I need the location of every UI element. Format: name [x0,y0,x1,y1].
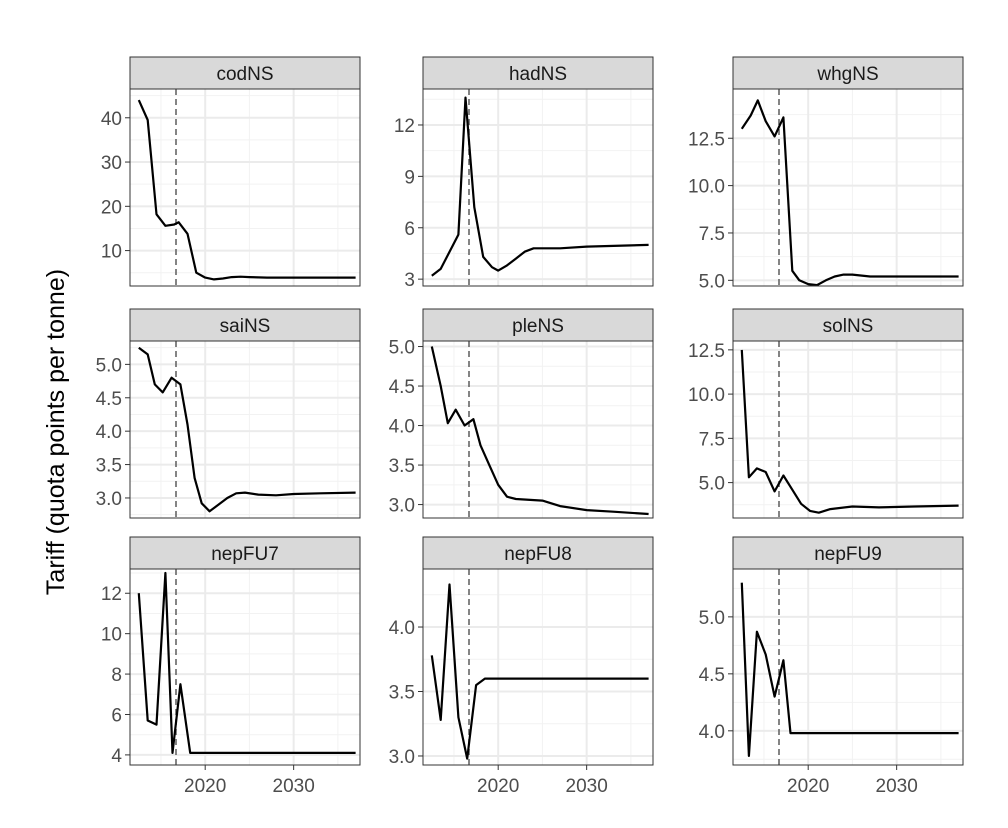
y-tick-label: 4.0 [96,422,122,443]
panel-border-nepFU9 [732,568,964,766]
y-tick-label: 3.0 [96,489,122,510]
y-tick-label: 10 [101,625,122,646]
panel-whgNS: whgNS 5.0 7.5 10.0 12.5 [688,56,964,292]
strip-label-solNS: solNS [823,316,874,337]
y-tick-label: 4.5 [699,665,725,686]
series-line-codNS [137,99,356,281]
y-tick-label: 3.5 [389,683,415,704]
y-tick-label: 4.5 [96,389,122,410]
panel-border-codNS [129,88,361,287]
y-tick-label: 40 [101,109,122,130]
strip-label-pleNS: pleNS [512,316,564,337]
series-line-nepFU8 [430,583,649,760]
y-tick-label: 10 [101,242,122,263]
y-axis-title-group: Tariff (quota points per tonne) [42,269,70,595]
panel-nepFU8: nepFU8 3.0 3.5 4.0 2020 2030 [389,536,654,797]
panel-background-pleNS [423,341,653,518]
y-tick-label: 4 [111,746,122,767]
x-tick-label: 2030 [876,776,918,797]
panel-border-nepFU7 [129,568,361,766]
panel-codNS: codNS 10 20 30 40 [101,56,361,287]
panel-nepFU7: nepFU7 4 6 8 10 12 2020 2030 [101,536,361,797]
y-tick-label: 30 [101,153,122,174]
panel-background-hadNS [423,89,653,286]
strip-label-saiNS: saiNS [220,316,271,337]
y-tick-label: 8 [111,665,122,686]
panel-border-saiNS [129,340,361,519]
strip-hadNS [422,56,654,90]
panel-border-hadNS [422,88,654,287]
y-tick-label: 12.5 [688,341,725,362]
strip-nepFU7 [129,536,361,570]
strip-label-whgNS: whgNS [816,64,878,85]
strip-label-nepFU7: nepFU7 [211,544,279,565]
x-tick-label: 2020 [477,776,519,797]
strip-label-hadNS: hadNS [509,64,567,85]
y-tick-label: 3 [404,270,415,291]
y-tick-label: 4.0 [389,618,415,639]
strip-whgNS [732,56,964,90]
y-tick-label: 6 [111,705,122,726]
panel-solNS: solNS 5.0 7.5 10.0 12.5 [688,308,964,519]
panel-pleNS: pleNS 3.0 3.5 4.0 4.5 5.0 [389,308,654,519]
strip-label-codNS: codNS [216,64,273,85]
y-tick-label: 9 [404,167,415,188]
series-line-nepFU9 [740,582,959,758]
panel-saiNS: saiNS 3.0 3.5 4.0 4.5 5.0 [96,308,361,519]
y-axis-title: Tariff (quota points per tonne) [42,269,70,595]
strip-label-nepFU9: nepFU9 [814,544,882,565]
y-tick-label: 3.0 [389,747,415,768]
panel-background-nepFU8 [423,569,653,765]
y-tick-label: 5.0 [96,355,122,376]
y-tick-label: 7.5 [699,224,725,245]
y-tick-label: 6 [404,219,415,240]
y-tick-label: 20 [101,197,122,218]
y-tick-label: 5.0 [699,271,725,292]
panel-nepFU9: nepFU9 4.0 4.5 5.0 2020 2030 [699,536,964,797]
x-tick-label: 2030 [273,776,315,797]
y-tick-label: 3.5 [96,456,122,477]
x-tick-label: 2030 [566,776,608,797]
y-tick-label: 12.5 [688,129,725,150]
panel-border-nepFU8 [422,568,654,766]
series-line-saiNS [138,346,356,513]
y-tick-label: 3.5 [389,456,415,477]
strip-nepFU8 [422,536,654,570]
strip-label-nepFU8: nepFU8 [504,544,572,565]
y-tick-label: 4.0 [389,417,415,438]
panel-hadNS: hadNS 3 6 9 12 [394,56,654,291]
x-tick-label: 2020 [787,776,829,797]
strip-codNS [129,56,361,90]
y-tick-label: 12 [101,584,122,605]
y-tick-label: 7.5 [699,429,725,450]
y-tick-label: 10.0 [688,177,725,198]
panel-background-solNS [733,341,963,518]
panel-border-whgNS [732,88,964,287]
panel-border-pleNS [422,340,654,519]
y-tick-label: 3.0 [389,496,415,517]
series-line-nepFU7 [137,571,356,755]
y-tick-label: 4.0 [699,722,725,743]
y-tick-label: 10.0 [688,385,725,406]
panel-background-codNS [130,89,360,286]
panel-background-saiNS [130,341,360,518]
y-tick-label: 5.0 [699,608,725,629]
series-line-whgNS [740,99,959,287]
facet-panels: codNS10203040hadNS36912whgNS5.07.510.012… [96,56,964,797]
x-tick-label: 2020 [184,776,226,797]
series-line-solNS [740,349,959,514]
y-tick-label: 4.5 [389,377,415,398]
series-line-hadNS [431,96,649,277]
y-tick-label: 5.0 [389,338,415,359]
panel-border-solNS [732,340,964,519]
y-tick-label: 12 [394,116,415,137]
y-tick-label: 5.0 [699,474,725,495]
series-line-pleNS [430,346,649,516]
panel-background-whgNS [733,89,963,286]
